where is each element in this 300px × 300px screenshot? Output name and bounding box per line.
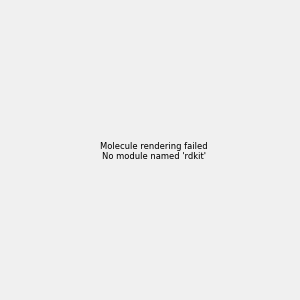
Text: Molecule rendering failed
No module named 'rdkit': Molecule rendering failed No module name… bbox=[100, 142, 208, 161]
